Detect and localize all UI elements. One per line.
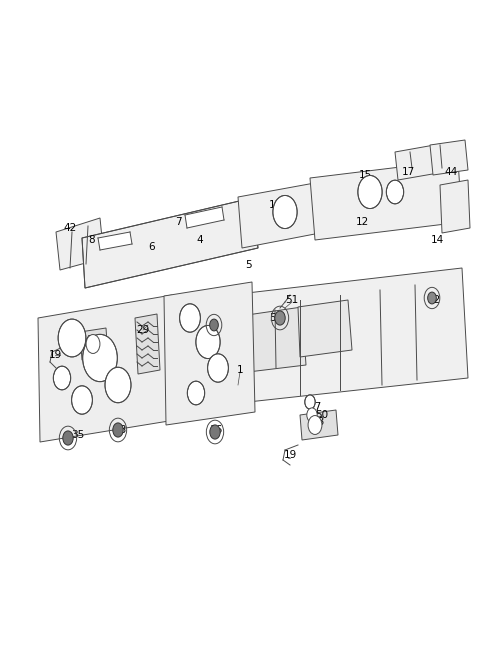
- Text: 14: 14: [431, 235, 444, 245]
- Text: 2: 2: [212, 320, 218, 330]
- Circle shape: [307, 408, 317, 422]
- Text: 29: 29: [136, 325, 150, 335]
- Circle shape: [105, 367, 131, 403]
- Polygon shape: [56, 218, 104, 270]
- Text: 51: 51: [286, 295, 299, 305]
- Circle shape: [196, 326, 220, 358]
- Circle shape: [53, 366, 71, 390]
- Polygon shape: [247, 307, 306, 372]
- Text: 8: 8: [89, 235, 96, 245]
- Circle shape: [386, 180, 404, 204]
- Polygon shape: [82, 198, 258, 288]
- Text: 16: 16: [209, 425, 223, 435]
- Polygon shape: [80, 328, 108, 360]
- Circle shape: [358, 176, 382, 208]
- Text: 28: 28: [113, 425, 127, 435]
- Circle shape: [305, 395, 315, 409]
- Text: 7: 7: [175, 217, 181, 227]
- Polygon shape: [298, 300, 352, 357]
- Polygon shape: [135, 314, 160, 374]
- Circle shape: [113, 423, 123, 437]
- Circle shape: [63, 431, 73, 445]
- Text: 4: 4: [197, 235, 204, 245]
- Text: 35: 35: [72, 430, 84, 440]
- Text: 27: 27: [308, 402, 322, 412]
- Text: 15: 15: [359, 170, 372, 180]
- Circle shape: [428, 292, 436, 304]
- Text: 17: 17: [401, 167, 415, 177]
- Text: 46: 46: [84, 335, 97, 345]
- Circle shape: [273, 195, 297, 229]
- Circle shape: [210, 425, 220, 439]
- Circle shape: [58, 319, 86, 357]
- Text: 13: 13: [268, 200, 282, 210]
- Polygon shape: [395, 144, 444, 180]
- Polygon shape: [310, 160, 462, 240]
- Circle shape: [187, 381, 204, 405]
- Text: 53: 53: [269, 313, 283, 323]
- Circle shape: [308, 415, 322, 434]
- Polygon shape: [185, 207, 224, 228]
- Text: 12: 12: [355, 217, 369, 227]
- Text: 1: 1: [237, 365, 243, 375]
- Circle shape: [275, 311, 285, 325]
- Polygon shape: [164, 282, 255, 425]
- Polygon shape: [238, 178, 346, 248]
- Text: 19: 19: [283, 450, 297, 460]
- Text: 5: 5: [245, 260, 252, 270]
- Circle shape: [208, 354, 228, 382]
- Text: 19: 19: [48, 350, 61, 360]
- Polygon shape: [440, 180, 470, 233]
- Text: 50: 50: [315, 410, 329, 420]
- Polygon shape: [247, 268, 468, 402]
- Circle shape: [83, 334, 117, 382]
- Circle shape: [86, 335, 100, 354]
- Text: 42: 42: [63, 223, 77, 233]
- Text: 6: 6: [149, 242, 156, 252]
- Polygon shape: [300, 410, 338, 440]
- Polygon shape: [38, 295, 175, 442]
- Polygon shape: [430, 140, 468, 175]
- Text: 38: 38: [312, 417, 324, 427]
- Polygon shape: [98, 232, 132, 250]
- Text: 52: 52: [427, 295, 441, 305]
- Circle shape: [180, 304, 200, 332]
- Text: 44: 44: [444, 167, 457, 177]
- Circle shape: [210, 319, 218, 331]
- Circle shape: [72, 386, 92, 414]
